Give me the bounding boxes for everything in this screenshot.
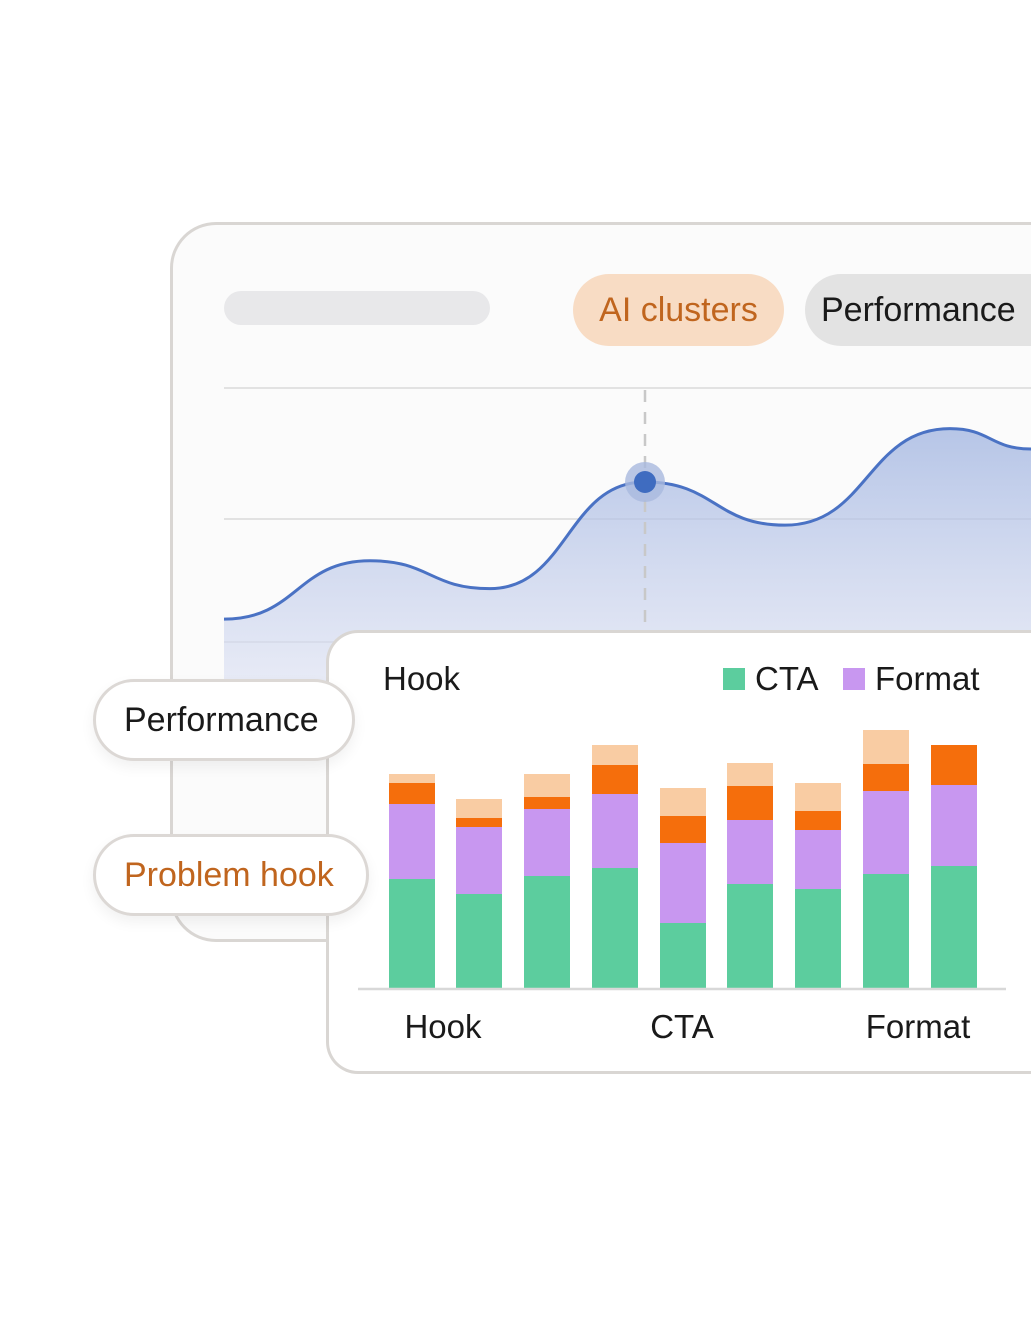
bar-segment-1	[795, 830, 841, 889]
legend-swatch-format	[843, 668, 865, 690]
tab-performance[interactable]: Performance	[805, 274, 1031, 346]
bar-chart-title: Hook	[383, 660, 461, 697]
legend-item-format: Format	[843, 660, 980, 698]
data-point-highlight	[634, 470, 656, 493]
bar-segment-0	[660, 923, 706, 988]
bar-segment-3	[727, 763, 773, 786]
bar-segment-0	[389, 879, 435, 988]
bar-segment-0	[795, 889, 841, 988]
bar-segment-2	[456, 818, 502, 827]
problem-hook-pill[interactable]: Problem hook	[93, 834, 369, 916]
bar-segment-2	[863, 764, 909, 791]
bar-segment-3	[795, 783, 841, 811]
bar-segment-2	[524, 797, 570, 809]
bar-segment-2	[389, 783, 435, 804]
bar-segment-1	[592, 794, 638, 868]
bar-segment-0	[592, 868, 638, 988]
bar-segment-3	[456, 799, 502, 818]
bar-segment-2	[660, 816, 706, 843]
x-tick-label: Hook	[404, 1008, 482, 1045]
bar-segment-2	[795, 811, 841, 830]
bar-segment-1	[863, 791, 909, 874]
legend-item-cta: CTA	[723, 660, 819, 698]
bar-segment-2	[727, 786, 773, 820]
bar-segment-3	[389, 774, 435, 783]
legend-label: Format	[875, 660, 980, 697]
bar-segment-3	[863, 730, 909, 764]
bar-segment-0	[727, 884, 773, 988]
x-tick-label: Format	[865, 1008, 971, 1045]
bar-segment-3	[592, 745, 638, 765]
bar-segment-0	[524, 876, 570, 988]
tab-ai-clusters[interactable]: AI clusters	[573, 274, 784, 346]
bar-segment-2	[931, 745, 977, 785]
bar-segment-2	[592, 765, 638, 794]
bar-segment-1	[660, 843, 706, 923]
performance-pill[interactable]: Performance	[93, 679, 355, 761]
x-tick-label: CTA	[650, 1008, 714, 1045]
bar-segment-3	[524, 774, 570, 797]
bar-segment-1	[524, 809, 570, 876]
bar-segment-1	[456, 827, 502, 894]
bar-segment-0	[456, 894, 502, 988]
bar-segment-3	[660, 788, 706, 816]
bar-segment-0	[863, 874, 909, 988]
bar-segment-1	[727, 820, 773, 884]
bar-segment-1	[931, 785, 977, 866]
bar-segment-0	[931, 866, 977, 988]
title-placeholder	[224, 291, 490, 325]
legend-label: CTA	[755, 660, 819, 697]
legend-swatch-cta	[723, 668, 745, 690]
bar-segment-1	[389, 804, 435, 879]
